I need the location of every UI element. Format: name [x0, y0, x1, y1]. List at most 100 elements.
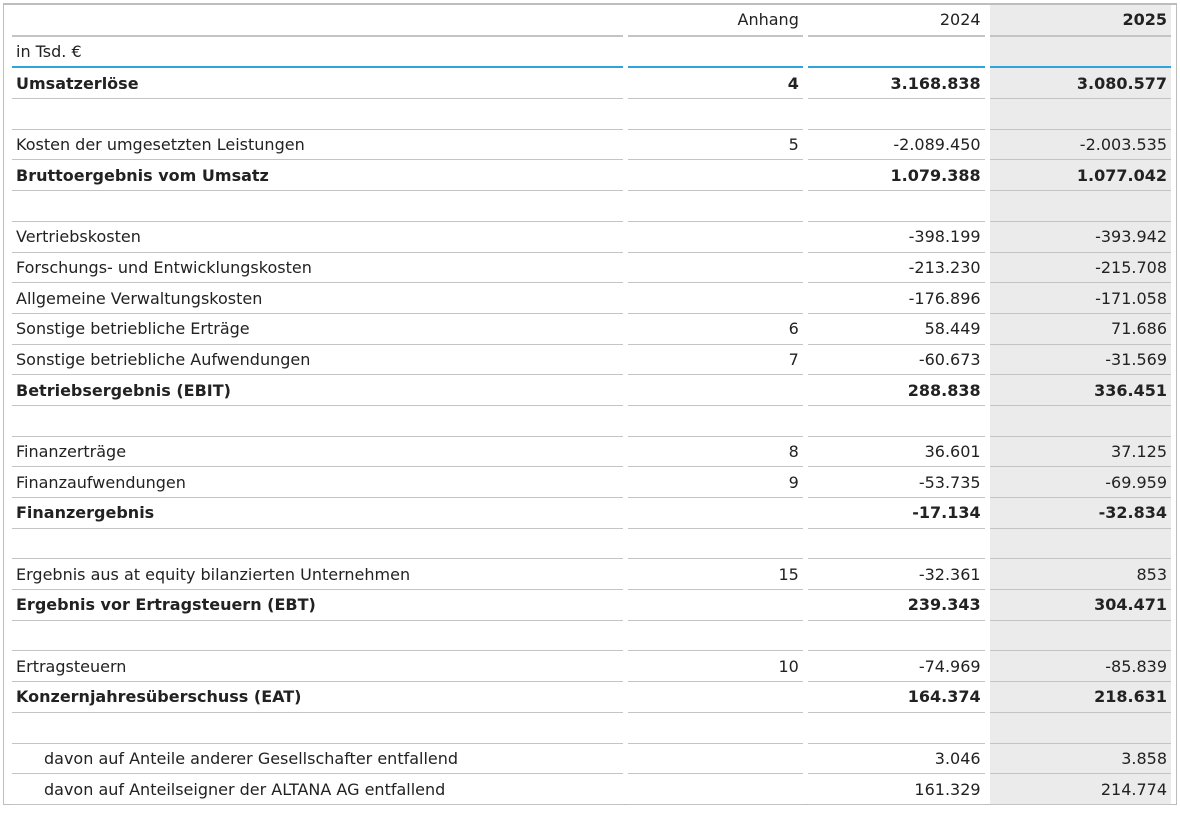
row: in Tsd. € [12, 36, 1171, 69]
value-2024: -398.199 [807, 222, 985, 253]
income-statement: Anhang 2024 2025 in Tsd. € Umsatzerlöse 4 3.16… [7, 5, 1176, 805]
note-cell [628, 744, 803, 775]
value-2025: -31.569 [989, 344, 1171, 376]
row-label: Betriebsergebnis (EBIT) [12, 375, 624, 406]
note-cell: 8 [628, 437, 803, 468]
note-cell: 15 [628, 559, 803, 591]
header-cell [12, 5, 624, 37]
value-2025: 3.858 [989, 743, 1171, 775]
value-2025: -69.959 [989, 467, 1171, 498]
spacer-cell [807, 621, 985, 652]
value-2025: 853 [989, 559, 1171, 591]
value-2024: -74.969 [807, 651, 985, 683]
row-label: Ertragsteuern [12, 651, 624, 683]
spacer-cell [628, 99, 803, 130]
value-2025: -32.834 [989, 498, 1171, 529]
spacer-cell [12, 621, 624, 652]
unit-label: in Tsd. € [12, 37, 624, 69]
value-2024: 58.449 [807, 314, 985, 345]
note-cell: 4 [628, 68, 803, 100]
spacer-cell [628, 529, 803, 560]
value-2024: -213.230 [807, 253, 985, 284]
row-label: Bruttoergebnis vom Umsatz [12, 160, 624, 192]
row: Anhang 2024 2025 [12, 5, 1171, 37]
row-label: Konzernjahresüberschuss (EAT) [12, 682, 624, 713]
row-label: davon auf Anteilseigner der ALTANA AG en… [12, 774, 624, 805]
spacer-cell [989, 191, 1171, 222]
value-2024: -32.361 [807, 559, 985, 591]
spacer-cell [989, 712, 1171, 744]
spacer-cell [807, 713, 985, 744]
header-cell: 2024 [807, 5, 985, 37]
value-2024: 288.838 [807, 375, 985, 406]
value-2024: 239.343 [807, 590, 985, 621]
spacer-cell [807, 406, 985, 437]
row-label: Sonstige betriebliche Erträge [12, 314, 624, 345]
note-cell: 5 [628, 130, 803, 161]
row-label: Kosten der umgesetzten Leistungen [12, 130, 624, 161]
value-2024: 36.601 [807, 437, 985, 468]
row [12, 712, 1171, 744]
value-2025: 3.080.577 [989, 68, 1171, 100]
value-2025: -215.708 [989, 252, 1171, 284]
row-label: Vertriebskosten [12, 222, 624, 253]
row [12, 528, 1171, 560]
note-cell: 9 [628, 467, 803, 498]
note-cell [628, 160, 803, 192]
empty-cell [989, 36, 1171, 69]
row-label: Finanzergebnis [12, 498, 624, 529]
note-cell [628, 222, 803, 253]
row: Ergebnis aus at equity bilanzierten Unte… [12, 559, 1171, 591]
empty-cell [807, 37, 985, 69]
row: Sonstige betriebliche Aufwendungen 7 -60.6… [12, 344, 1171, 376]
note-cell [628, 253, 803, 284]
row-label: Ergebnis vor Ertragsteuern (EBT) [12, 590, 624, 621]
spacer-cell [628, 406, 803, 437]
note-cell [628, 682, 803, 713]
value-2024: 3.046 [807, 744, 985, 775]
value-2025: 1.077.042 [989, 160, 1171, 192]
note-cell [628, 375, 803, 406]
note-cell [628, 590, 803, 621]
row: Allgemeine Verwaltungskosten -176.896 -171… [12, 283, 1171, 314]
value-2025: -2.003.535 [989, 129, 1171, 161]
value-2025: -85.839 [989, 651, 1171, 683]
spacer-cell [12, 529, 624, 560]
row-label: Ergebnis aus at equity bilanzierten Unte… [12, 559, 624, 591]
spacer-cell [628, 713, 803, 744]
spacer-cell [807, 191, 985, 222]
row-label: Allgemeine Verwaltungskosten [12, 283, 624, 314]
row-label: Finanzerträge [12, 437, 624, 468]
value-2024: -17.134 [807, 498, 985, 529]
note-cell: 10 [628, 651, 803, 683]
value-2024: 164.374 [807, 682, 985, 713]
value-2024: 3.168.838 [807, 68, 985, 100]
value-2025: 218.631 [989, 682, 1171, 713]
empty-cell [628, 37, 803, 69]
row: Sonstige betriebliche Erträge 6 58.449 71.6… [12, 313, 1171, 345]
value-2025: 214.774 [989, 774, 1171, 805]
row-label: Finanzaufwendungen [12, 467, 624, 498]
note-cell [628, 774, 803, 805]
value-2024: -60.673 [807, 345, 985, 376]
row [12, 191, 1171, 222]
note-cell [628, 498, 803, 529]
value-2024: -2.089.450 [807, 130, 985, 161]
value-2024: 161.329 [807, 774, 985, 805]
spacer-cell [989, 99, 1171, 130]
header-cell: Anhang [628, 5, 803, 37]
row: Ertragsteuern 10 -74.969 -85.839 [12, 651, 1171, 683]
row: davon auf Anteilseigner der ALTANA AG en… [12, 774, 1171, 805]
value-2024: 1.079.388 [807, 160, 985, 192]
row: Forschungs- und Entwicklungskosten -213.2… [12, 252, 1171, 284]
spacer-cell [12, 713, 624, 744]
spacer-cell [628, 191, 803, 222]
row-label: Sonstige betriebliche Aufwendungen [12, 345, 624, 376]
spacer-cell [989, 405, 1171, 437]
row-label: Forschungs- und Entwicklungskosten [12, 253, 624, 284]
note-cell [628, 283, 803, 314]
row [12, 620, 1171, 652]
note-cell: 6 [628, 314, 803, 345]
row: Finanzergebnis -17.134 -32.834 [12, 498, 1171, 529]
